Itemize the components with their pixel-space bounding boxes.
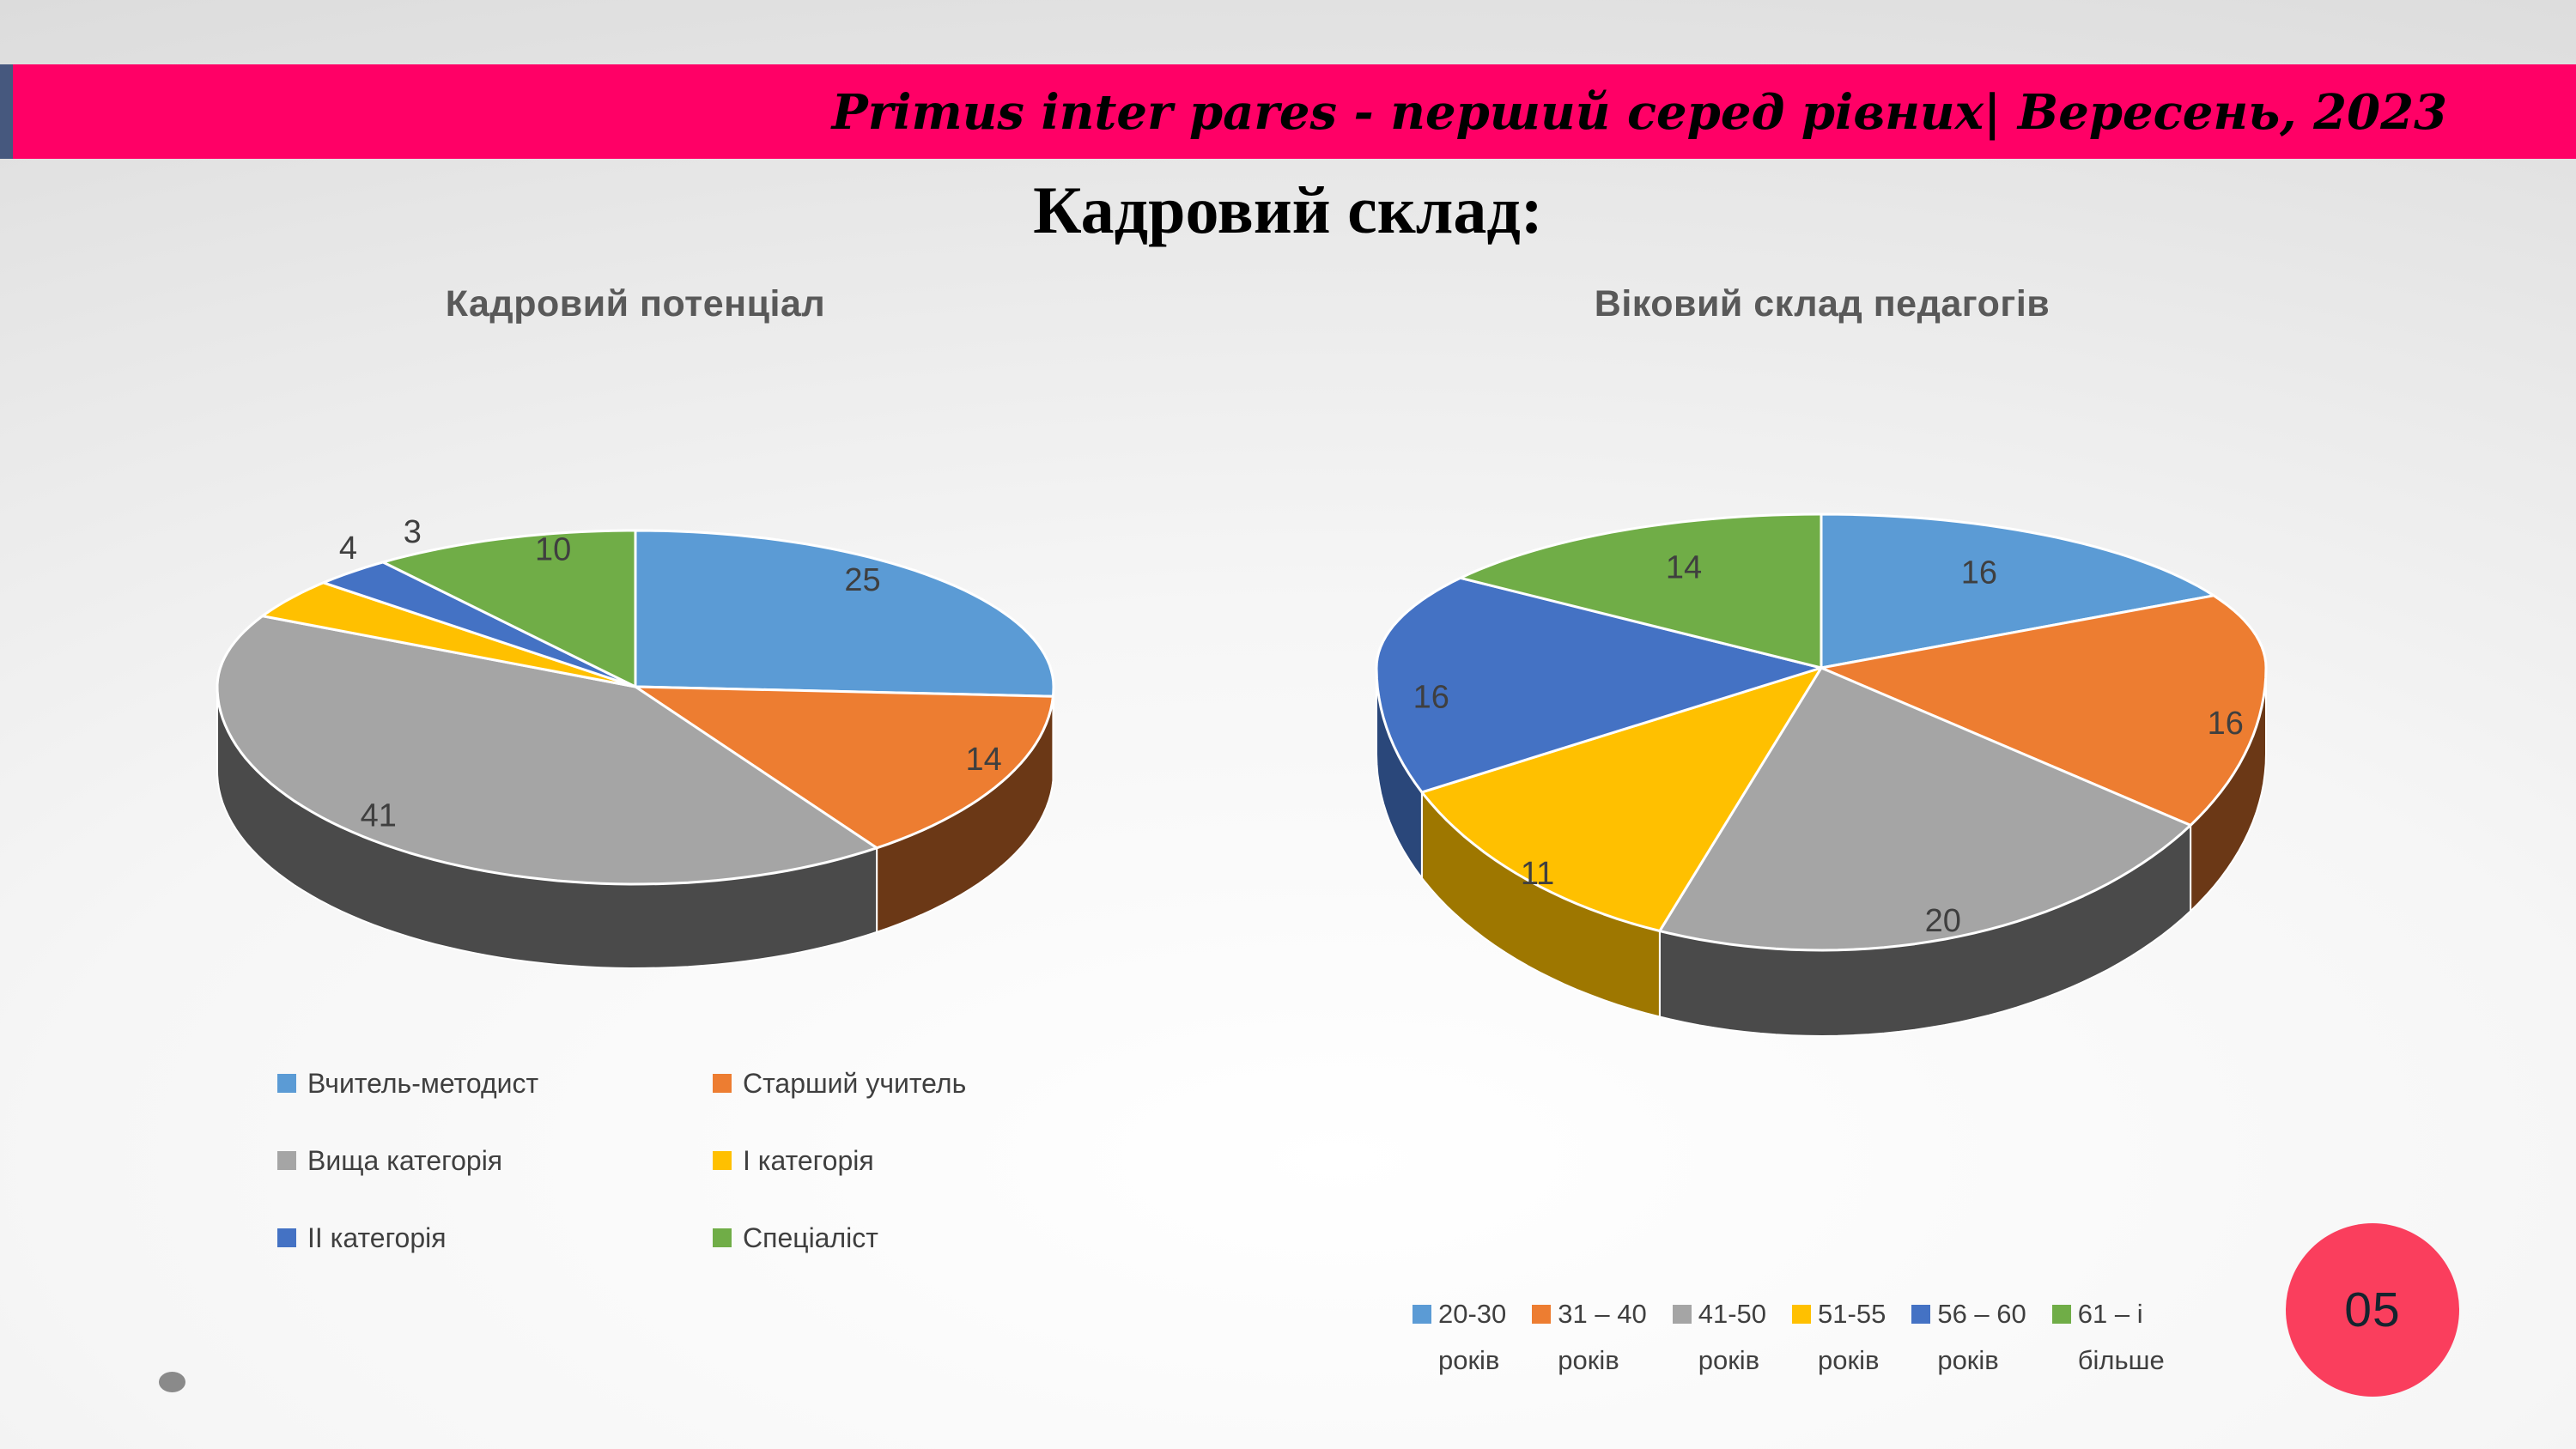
legend-label-line1: 20-30	[1438, 1299, 1507, 1329]
legend-swatch	[277, 1151, 296, 1170]
legend-label: Старший учитель	[743, 1067, 967, 1099]
pie-slice-wall	[1420, 790, 1661, 1018]
data-label: 14	[1666, 550, 1702, 586]
legend-swatch	[713, 1151, 732, 1170]
pie-slice-wall	[2190, 667, 2267, 913]
legend-label-line1: 41-50	[1698, 1299, 1767, 1329]
legend-swatch	[1672, 1305, 1692, 1324]
pie-slice-20-30 років	[1820, 512, 2215, 670]
pie-chart-personnel-potential: 25 14 41 4 3 10	[216, 514, 1055, 970]
legend-item: 20-30 років	[1413, 1298, 1506, 1377]
pie-slice-31 – 40 років	[1820, 594, 2268, 827]
pie-slice-51-55 років	[1420, 666, 1823, 932]
pie-slice-Вища категорія	[216, 615, 878, 886]
legend-label-line1: 31 – 40	[1558, 1299, 1647, 1329]
pie-slice-41-50 років	[1658, 666, 2192, 952]
legend-item: ІІ категорія	[277, 1221, 713, 1255]
legend-label: І категорія	[743, 1144, 874, 1176]
pie-slice-Спеціаліст	[381, 529, 637, 688]
data-label: 10	[535, 531, 571, 567]
legend-label-line1: 61 – і	[2077, 1299, 2143, 1329]
data-label: 11	[1521, 856, 1554, 892]
legend-label-line2: років	[1438, 1345, 1500, 1375]
pie-slice-56 – 60 років	[1375, 576, 1823, 794]
legend-swatch	[277, 1074, 296, 1093]
legend-label-line2: років	[1937, 1345, 1999, 1375]
header-accent-bar	[0, 64, 13, 159]
pie-slice-61 – і більше	[1459, 512, 1823, 670]
legend-swatch	[277, 1228, 296, 1247]
pie-slice-wall	[876, 696, 1054, 934]
legend-item: І категорія	[713, 1143, 966, 1178]
data-label: 16	[2208, 706, 2244, 742]
legend-swatch	[2051, 1305, 2071, 1324]
legend-label-line1: 56 – 60	[1937, 1299, 2026, 1329]
page-number: 05	[2344, 1282, 2401, 1337]
legend-item: 61 – і більше	[2051, 1298, 2165, 1377]
legend-item: 56 – 60 років	[1911, 1298, 2026, 1377]
right-chart-title: Віковий склад педагогів	[1594, 283, 2050, 324]
legend-item: 51-55 років	[1792, 1298, 1886, 1377]
legend-swatch	[1911, 1305, 1931, 1324]
pie-slice-wall	[1658, 823, 2192, 1038]
data-label: 4	[339, 530, 357, 567]
pie-slice-ІІ категорія	[322, 561, 637, 688]
legend-label-line2: років	[1818, 1345, 1880, 1375]
data-label: 16	[1413, 680, 1449, 716]
header-banner: Primus inter pares - перший серед рівних…	[13, 64, 2576, 159]
pie-chart-age-composition: 16 16 20 11 16 14	[1375, 512, 2268, 1038]
legend-swatch	[1532, 1305, 1552, 1324]
data-label: 14	[965, 742, 1001, 778]
legend-item: 41-50 років	[1672, 1298, 1767, 1377]
right-chart-legend: 20-30 років 31 – 40 років 41-50 років 51-55 рок…	[1413, 1298, 2165, 1377]
legend-item: Старший учитель	[713, 1066, 966, 1100]
legend-label-line1: 51-55	[1818, 1299, 1886, 1329]
pie-slice-wall	[216, 686, 878, 970]
legend-label: Вчитель-методист	[307, 1067, 539, 1099]
legend-swatch	[713, 1074, 732, 1093]
pie-slice-wall	[1376, 668, 1423, 881]
pie-slice-wall	[1052, 686, 1054, 781]
legend-label-line2: більше	[2077, 1345, 2165, 1375]
legend-item: Вчитель-методист	[277, 1066, 713, 1100]
legend-label-line2: років	[1698, 1345, 1760, 1375]
page-number-badge: 05	[2286, 1223, 2459, 1397]
data-label: 16	[1961, 555, 1997, 591]
legend-item: 31 – 40 років	[1532, 1298, 1647, 1377]
left-chart-title: Кадровий потенціал	[445, 283, 826, 324]
data-label: 41	[361, 797, 397, 834]
corner-dot	[159, 1372, 185, 1392]
header-banner-text: Primus inter pares - перший серед рівних…	[831, 84, 2447, 141]
data-label: 3	[404, 514, 422, 550]
legend-swatch	[713, 1228, 732, 1247]
legend-label: Вища категорія	[307, 1144, 503, 1176]
legend-item: Спеціаліст	[713, 1221, 966, 1255]
pie-slice-Старший учитель	[634, 685, 1054, 850]
pie-slice-І категорія	[261, 581, 637, 688]
slide-title: Кадровий склад:	[1033, 173, 1543, 247]
legend-label-line2: років	[1558, 1345, 1619, 1375]
data-label: 25	[844, 562, 880, 598]
legend-item: Вища категорія	[277, 1143, 713, 1178]
left-chart-legend: Вчитель-методист Старший учитель Вища кате…	[277, 1066, 966, 1255]
legend-swatch	[1792, 1305, 1812, 1324]
legend-label: ІІ категорія	[307, 1222, 447, 1253]
legend-swatch	[1413, 1305, 1431, 1324]
pie-slice-Вчитель-методист	[634, 529, 1055, 698]
legend-label: Спеціаліст	[743, 1222, 878, 1253]
data-label: 20	[1925, 903, 1961, 939]
